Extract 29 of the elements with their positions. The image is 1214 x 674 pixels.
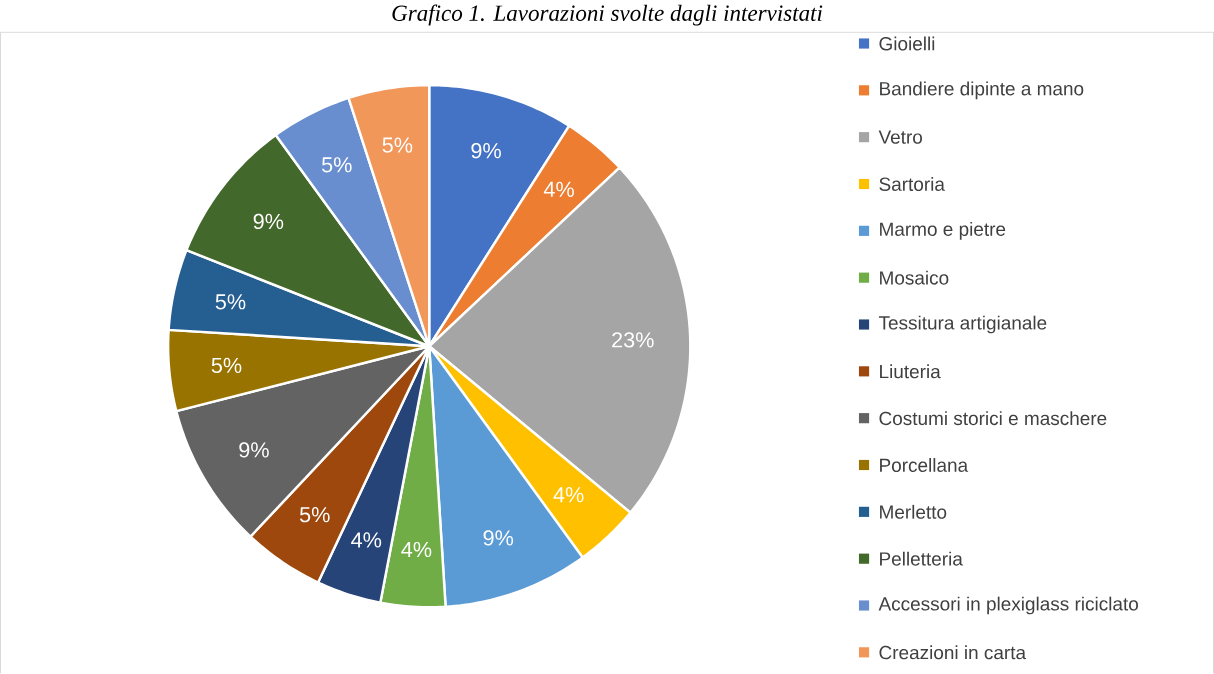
data-label: 5%: [382, 137, 413, 153]
legend-label: Accessori in plexiglass riciclato: [878, 596, 1138, 615]
data-label: 9%: [471, 143, 501, 159]
chart-title: Grafico 1. Lavorazioni svolte dagli intervistati: [392, 4, 823, 26]
legend-label: Bandiere dipinte a mano: [880, 81, 1084, 100]
legend-label: Porcellana: [880, 458, 969, 473]
data-label: 9%: [483, 530, 514, 546]
data-label: 4%: [543, 181, 574, 197]
data-label: 5%: [299, 507, 330, 523]
legend-label: Costumi storici e maschere: [879, 411, 1107, 426]
data-label: 5%: [211, 357, 242, 374]
legend-label: Pelletteria: [880, 551, 963, 566]
data-label: 4%: [351, 532, 382, 548]
data-label: 4%: [553, 487, 584, 503]
legend-label: Gioielli: [879, 36, 935, 51]
data-label: 9%: [253, 213, 284, 230]
legend-label: Merletto: [880, 504, 947, 519]
legend-label: Marmo e pietre: [880, 222, 1006, 240]
legend-label: Mosaico: [880, 270, 949, 285]
legend-label: Liuteria: [880, 364, 941, 379]
data-label: 5%: [321, 157, 352, 173]
legend-label: Tessitura artigianale: [878, 315, 1047, 334]
data-label: 5%: [215, 294, 246, 310]
legend-label: Sartoria: [879, 177, 945, 192]
data-label: 9%: [239, 442, 269, 458]
legend-label: Creazioni in carta: [879, 645, 1027, 660]
data-label: 4%: [401, 541, 432, 558]
data-label: 23%: [612, 332, 654, 348]
legend-label: Vetro: [878, 130, 923, 144]
